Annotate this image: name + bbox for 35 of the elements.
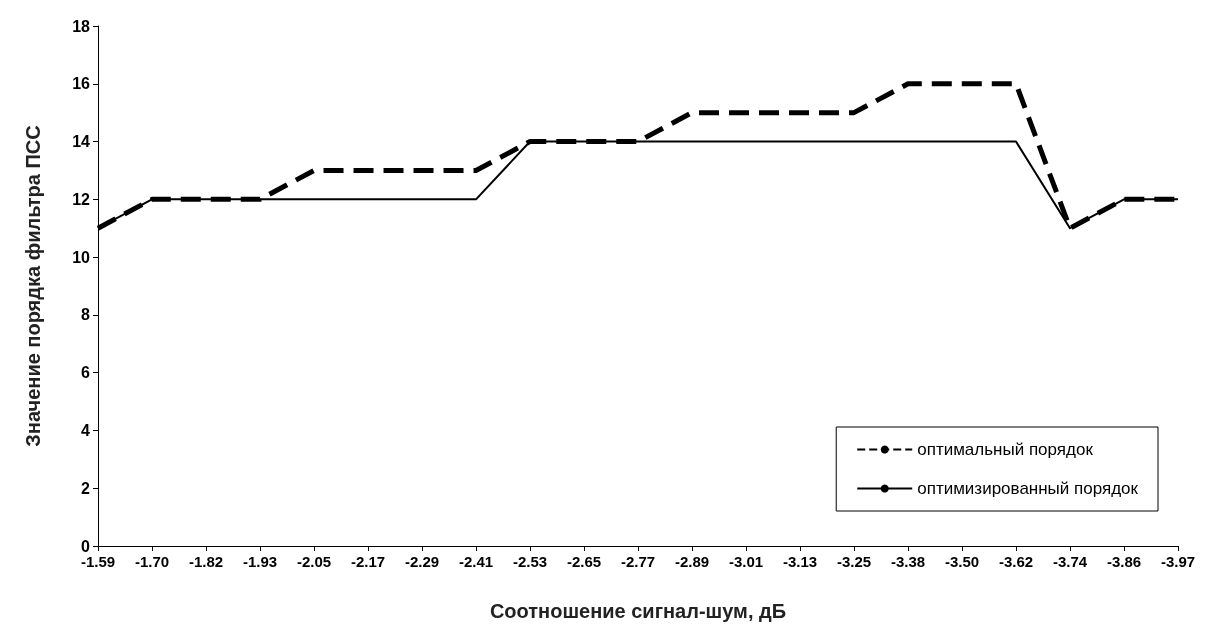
x-tick-label: -2.77 (620, 553, 656, 570)
x-tick-label: -3.97 (1160, 553, 1196, 570)
x-tick-label: -3.62 (998, 553, 1034, 570)
y-tick-label: 2 (81, 479, 91, 497)
x-tick-label: -1.82 (188, 553, 224, 570)
x-tick-label: -3.74 (1052, 553, 1088, 570)
x-axis-title: Соотношение сигнал-шум, дБ (489, 600, 787, 622)
y-axis-title: Значение порядка фильтра ПСС (22, 125, 44, 447)
y-tick-label: 4 (81, 421, 91, 439)
x-tick-label: -1.93 (242, 553, 278, 570)
y-tick-label: 16 (72, 75, 91, 93)
x-tick-label: -3.38 (890, 553, 926, 570)
x-tick-label: -2.17 (350, 553, 386, 570)
y-tick-label: 10 (72, 248, 91, 266)
x-tick-label: -2.89 (674, 553, 710, 570)
y-tick-label: 18 (72, 17, 91, 35)
x-tick-label: -3.25 (836, 553, 872, 570)
x-tick-label: -3.13 (782, 553, 818, 570)
x-tick-label: -3.86 (1106, 553, 1142, 570)
x-tick-label: -2.29 (404, 553, 440, 570)
x-tick-label: -3.50 (944, 553, 980, 570)
legend-label: оптимизированный порядок (917, 479, 1139, 498)
x-tick-label: -2.41 (458, 553, 494, 570)
x-tick-label: -2.53 (512, 553, 548, 570)
x-tick-label: -2.05 (296, 553, 332, 570)
x-tick-label: -2.65 (566, 553, 602, 570)
x-tick-label: -3.01 (728, 553, 764, 570)
y-tick-label: 6 (81, 364, 91, 382)
y-tick-label: 8 (81, 306, 91, 324)
y-tick-label: 14 (72, 133, 91, 151)
x-tick-label: -1.70 (134, 553, 170, 570)
y-tick-label: 0 (81, 537, 91, 555)
y-tick-label: 12 (72, 190, 91, 208)
legend-label: оптимальный порядок (917, 440, 1094, 459)
x-tick-label: -1.59 (80, 553, 116, 570)
